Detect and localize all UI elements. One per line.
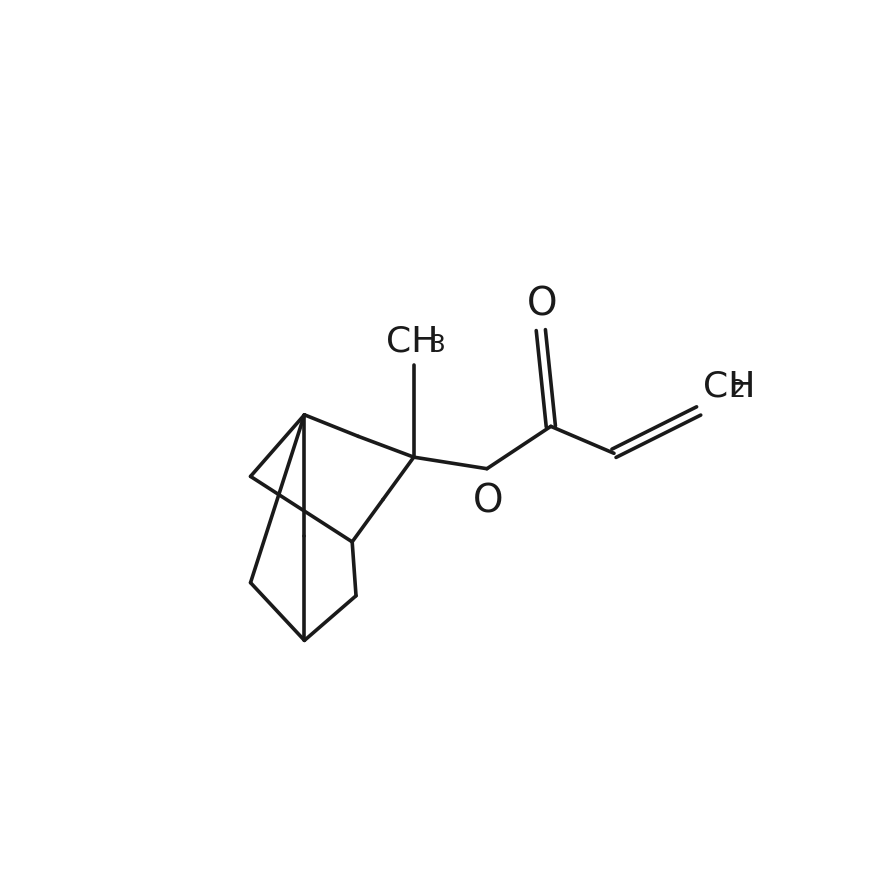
Text: CH: CH [386,325,439,359]
Text: O: O [527,286,558,324]
Text: 2: 2 [729,377,745,401]
Text: CH: CH [702,369,755,403]
Text: O: O [473,482,503,521]
Text: 3: 3 [429,333,445,357]
